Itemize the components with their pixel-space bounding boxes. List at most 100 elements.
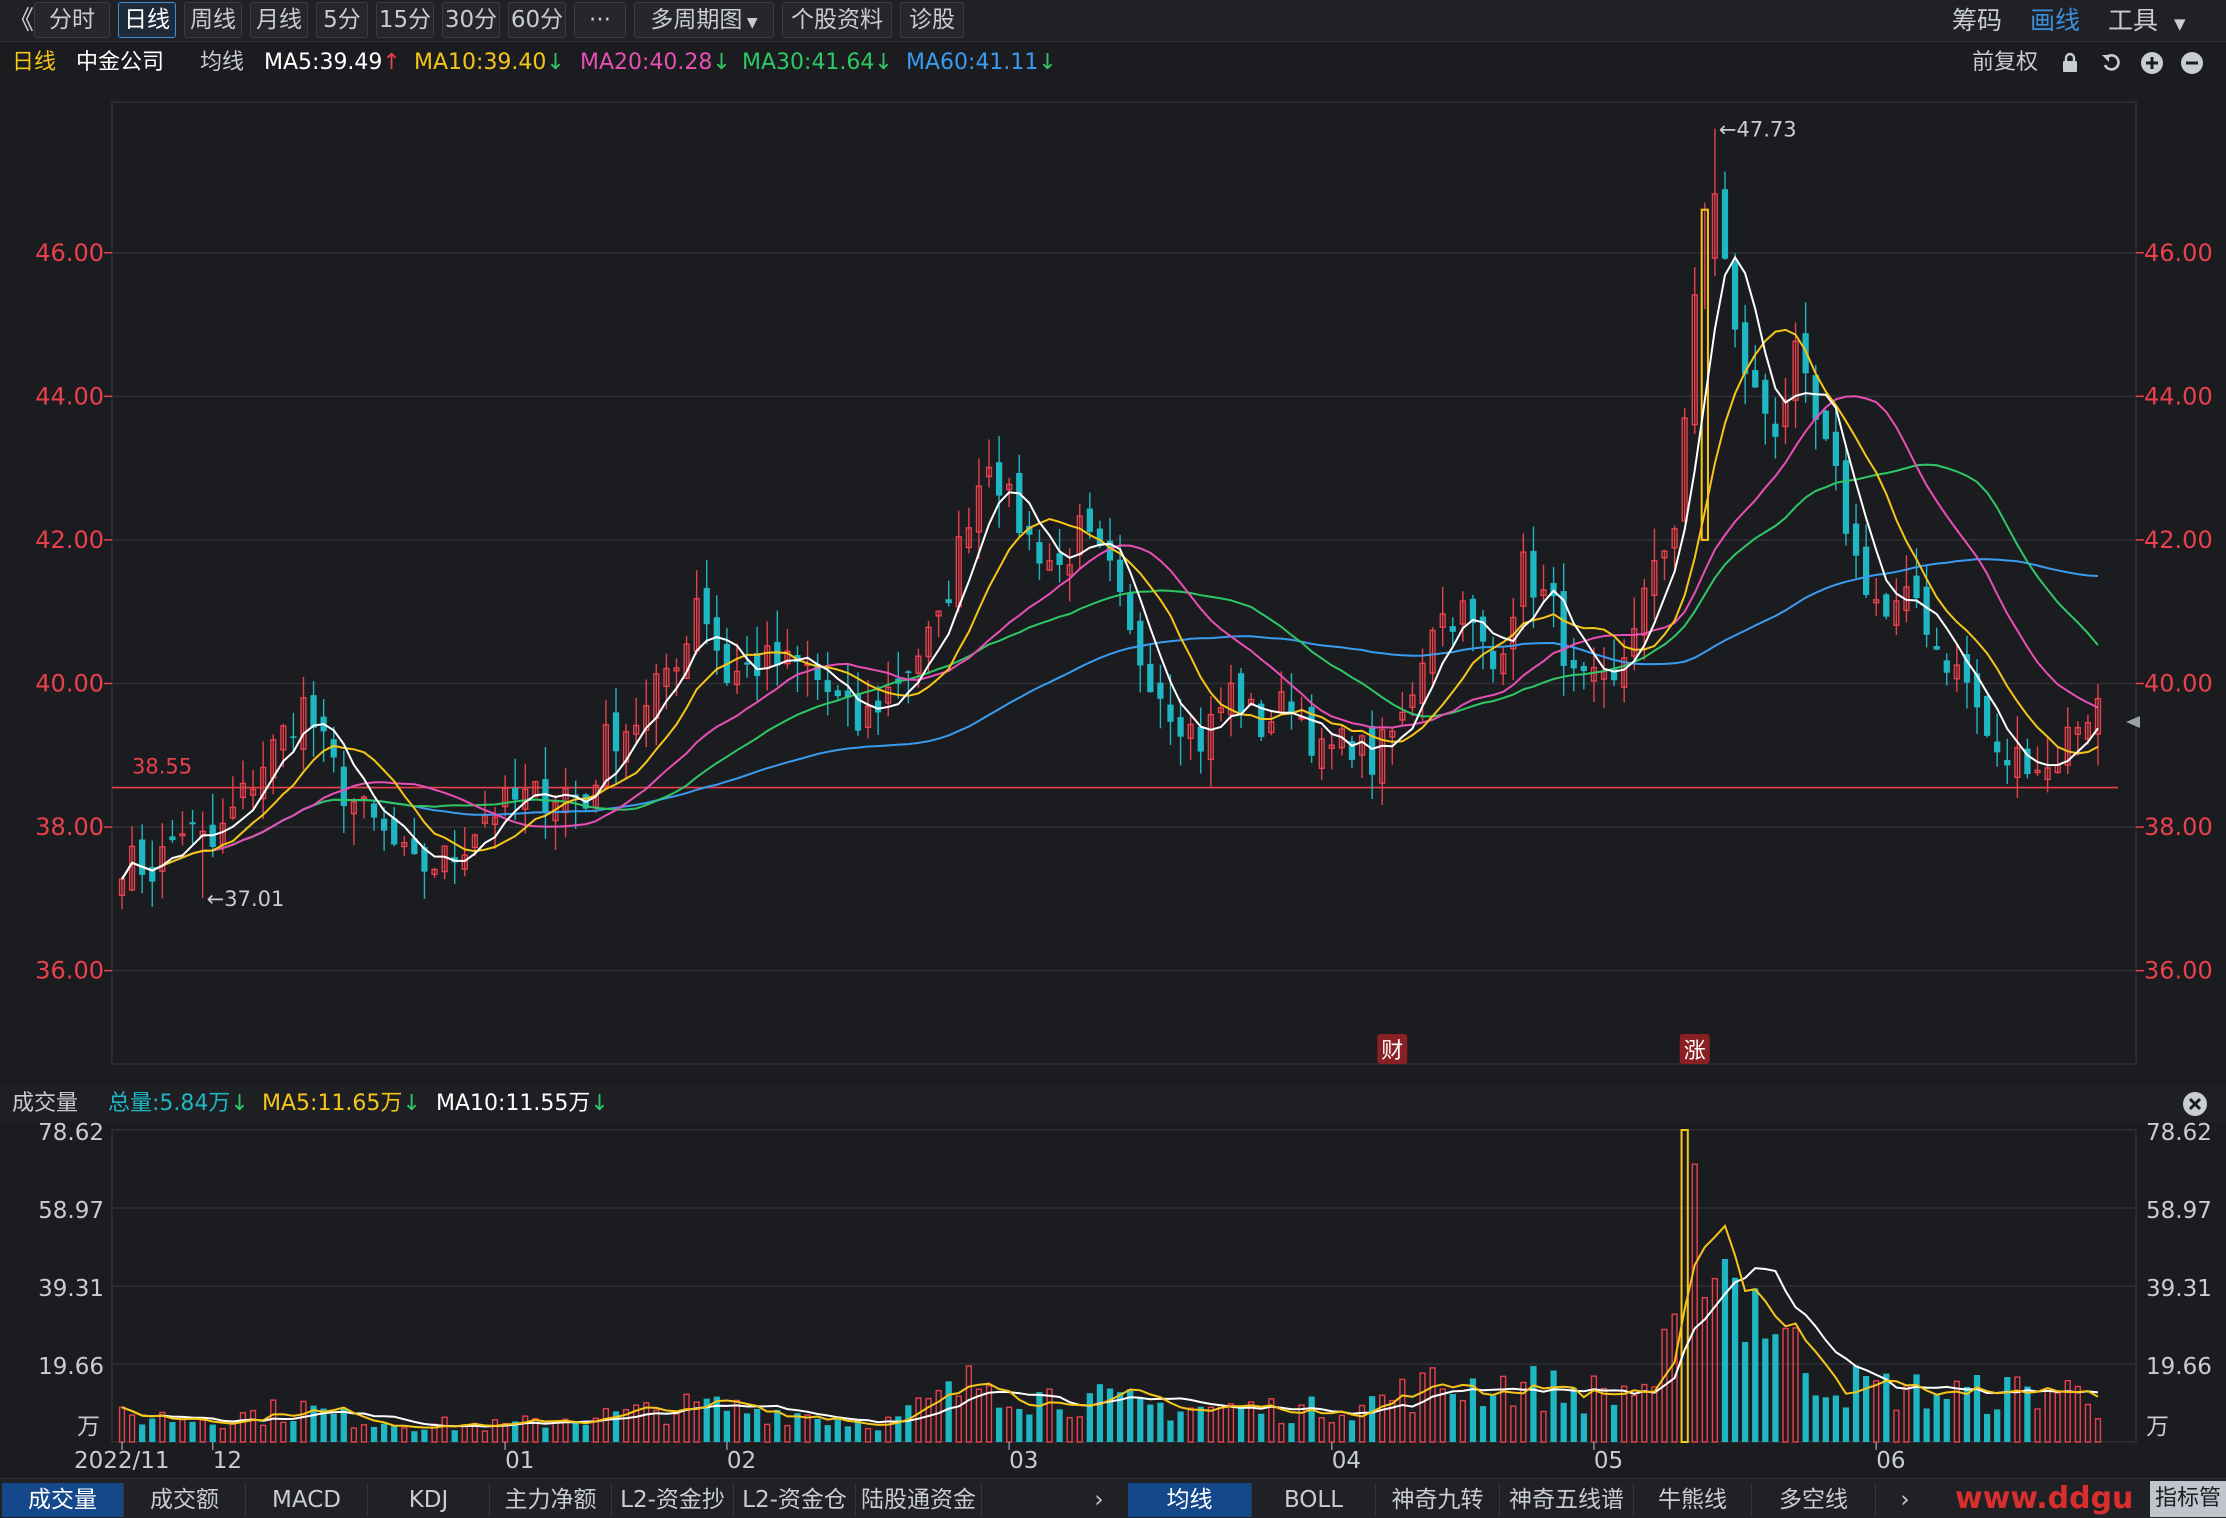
overlay-tab[interactable]: 神奇五线谱 <box>1500 1483 1634 1517</box>
volume-bar-up <box>1520 1381 1527 1443</box>
close-icon[interactable] <box>2182 1086 2208 1129</box>
volume-bar-up <box>602 1407 610 1443</box>
period-tab[interactable]: ··· <box>574 2 626 38</box>
volume-bar-up <box>159 1411 166 1443</box>
volume-bar-up <box>2094 1418 2102 1443</box>
volume-ma5-line <box>121 1223 2099 1429</box>
overlay-tab[interactable]: BOLL <box>1252 1483 1376 1517</box>
indicator-tab[interactable]: 陆股通资金 <box>856 1483 982 1517</box>
candle-body-up <box>1540 589 1547 597</box>
volume-bar-down <box>774 1409 781 1442</box>
candle-body-down <box>1923 586 1930 635</box>
overlay-tab[interactable]: 牛熊线 <box>1634 1483 1752 1517</box>
volume-bar-up <box>1429 1367 1436 1443</box>
volume-y-tick-right: 78.62 <box>2146 1122 2212 1146</box>
candle-body-up <box>1318 738 1325 770</box>
chevron-right-icon[interactable]: › <box>1094 1487 1104 1513</box>
ma5-line <box>121 255 2099 880</box>
tools-label: 工具 <box>2108 6 2159 35</box>
candle-body-up <box>1792 340 1799 401</box>
back-icon[interactable]: 《 <box>8 6 35 36</box>
indicator-tab[interactable]: MACD <box>246 1483 368 1517</box>
period-tab[interactable]: 周线 <box>184 2 242 38</box>
candle-body-down <box>713 617 720 651</box>
extreme-price-label: ←47.73 <box>1719 118 1797 142</box>
period-tab[interactable]: 日线 <box>118 2 176 38</box>
x-tick-label: 02 <box>727 1448 756 1474</box>
candle-body-up <box>985 466 993 478</box>
candle-body-down <box>1963 654 1971 683</box>
period-tab[interactable]: 60分 <box>508 2 566 38</box>
volume-chart[interactable]: 78.62 78.62 58.97 58.97 39.31 39.31 19.66 19.66… <box>0 1122 2226 1478</box>
ma20-text: MA20:40.28 <box>580 50 713 75</box>
candle-body-up <box>1066 564 1073 576</box>
period-tab[interactable]: 多周期图 ▼ <box>634 2 774 38</box>
chevron-right-icon[interactable]: › <box>1900 1487 1910 1513</box>
candle-body-up <box>1328 744 1335 749</box>
period-tab[interactable]: 分时 <box>34 2 110 38</box>
ma60-value: MA60:41.11↓ <box>906 44 1057 82</box>
indicator-tab[interactable]: L2-资金抄底 <box>612 1483 734 1517</box>
event-marker-label: 财 <box>1381 1039 1403 1064</box>
tools-button[interactable]: 工具 ▼ <box>2108 0 2186 42</box>
period-tab[interactable]: 月线 <box>250 2 308 38</box>
candle-body-up <box>885 686 892 704</box>
candle-body-down <box>1127 593 1134 631</box>
candle-body-down <box>1096 528 1104 547</box>
period-tab[interactable]: 个股资料 <box>782 2 892 38</box>
candle-body-up <box>673 667 680 672</box>
indicator-manager-button[interactable]: 指标管理 <box>2150 1481 2226 1517</box>
volume-bar-down <box>703 1398 710 1442</box>
candle-body-down <box>1752 370 1759 388</box>
volume-bar-up <box>643 1402 650 1443</box>
period-tab[interactable]: 30分 <box>442 2 500 38</box>
volume-bar-up <box>622 1409 630 1443</box>
y-tick-label-right: 46.00 <box>2144 239 2213 267</box>
indicator-tab[interactable]: KDJ <box>368 1483 490 1517</box>
volume-bar-down <box>2024 1386 2031 1442</box>
adjust-mode-button[interactable]: 前复权 <box>1972 50 2039 75</box>
candle-body-down <box>834 690 841 697</box>
volume-bar-down <box>380 1423 388 1442</box>
overlay-tab[interactable]: 均线 <box>1128 1483 1252 1517</box>
indicator-tab[interactable]: 成交量 <box>2 1483 124 1517</box>
candle-body-up <box>360 796 368 800</box>
volume-bar-up <box>1419 1372 1426 1443</box>
ma-settings-label[interactable]: 均线 <box>200 50 245 75</box>
draw-button[interactable]: 画线 <box>2030 6 2081 35</box>
candle-body-down <box>1943 660 1950 673</box>
candle-body-up <box>1268 721 1275 734</box>
period-tab[interactable]: 诊股 <box>900 2 964 38</box>
candle-body-down <box>1933 645 1940 650</box>
volume-bar-highlighted <box>1680 1129 1689 1443</box>
price-chart[interactable]: 38.55 46.00 46.00 44.00 44.00 42.00 42.00 40.0… <box>0 82 2226 1086</box>
volume-bar-down <box>1177 1411 1184 1442</box>
volume-bar-up <box>1207 1406 1214 1443</box>
indicator-tab[interactable]: 成交额 <box>124 1483 246 1517</box>
volume-bar-down <box>149 1418 156 1442</box>
x-tick-label: 12 <box>213 1448 242 1474</box>
candle-body-up <box>683 643 690 679</box>
volume-bar-down <box>421 1429 428 1442</box>
candle-body-up <box>1641 587 1648 636</box>
period-tab[interactable]: 15分 <box>376 2 434 38</box>
volume-bar-up <box>1510 1405 1517 1443</box>
candle-body-up <box>118 878 126 896</box>
volume-bar-down <box>895 1416 902 1442</box>
overlay-tab[interactable]: 神奇九转 <box>1376 1483 1500 1517</box>
undo-icon[interactable] <box>2100 44 2124 88</box>
overlay-tab[interactable]: 多空线 <box>1752 1483 1876 1517</box>
chips-button[interactable]: 筹码 <box>1952 6 2003 35</box>
arrow-down-icon: ↓ <box>546 50 565 75</box>
indicator-tab[interactable]: L2-资金仓位 <box>734 1483 856 1517</box>
candle-body-up <box>2034 769 2041 774</box>
zoom-in-icon[interactable] <box>2140 44 2164 88</box>
ma30-line <box>121 463 2099 880</box>
lock-icon[interactable] <box>2060 44 2080 88</box>
period-tab[interactable]: 5分 <box>316 2 368 38</box>
volume-bar-up <box>491 1419 499 1443</box>
zoom-out-icon[interactable] <box>2180 44 2204 88</box>
indicator-tab[interactable]: 主力净额 <box>490 1483 612 1517</box>
candle-body-down <box>945 599 952 604</box>
volume-bar-down <box>1479 1406 1487 1442</box>
